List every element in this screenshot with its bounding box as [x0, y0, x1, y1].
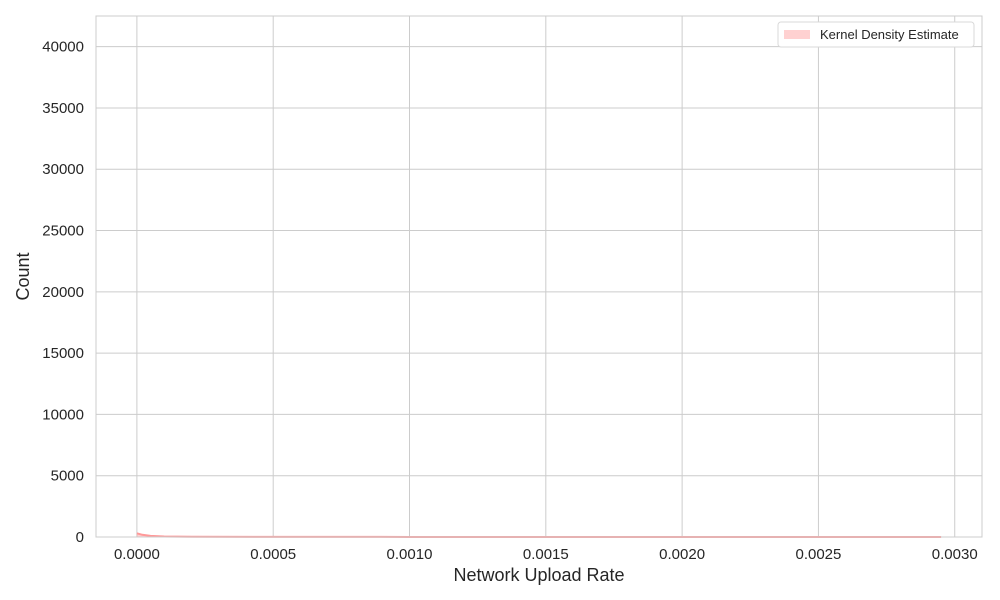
x-tick-label: 0.0010: [387, 546, 433, 563]
x-axis-label: Network Upload Rate: [453, 565, 624, 585]
y-tick-label: 15000: [42, 345, 84, 362]
y-tick-label: 40000: [42, 39, 84, 56]
kde-line: [136, 532, 942, 538]
legend-label: Kernel Density Estimate: [820, 27, 959, 42]
legend-swatch: [784, 30, 810, 39]
y-tick-label: 30000: [42, 161, 84, 178]
plot-frame: [95, 15, 983, 538]
y-tick-label: 20000: [42, 284, 84, 301]
y-tick-label: 0: [76, 529, 84, 546]
x-tick-label: 0.0030: [932, 546, 978, 563]
grid: [96, 16, 982, 538]
y-tick-label: 10000: [42, 406, 84, 423]
x-tick-label: 0.0015: [523, 546, 569, 563]
x-tick-labels: 0.0000 0.0005 0.0010 0.0015 0.0020 0.0025 0.00…: [114, 546, 978, 563]
y-tick-label: 25000: [42, 223, 84, 240]
series-layer: [136, 532, 942, 538]
y-tick-label: 5000: [51, 468, 84, 485]
y-tick-labels: 0 5000 10000 15000 20000 25000 30000 35000 40000: [42, 39, 84, 546]
x-tick-label: 0.0000: [114, 546, 160, 563]
y-axis-label: Count: [13, 252, 33, 300]
legend: Kernel Density Estimate: [777, 21, 975, 48]
x-tick-label: 0.0005: [250, 546, 296, 563]
x-tick-label: 0.0025: [795, 546, 841, 563]
y-tick-label: 35000: [42, 100, 84, 117]
x-tick-label: 0.0020: [659, 546, 705, 563]
legend-box: [777, 21, 975, 48]
